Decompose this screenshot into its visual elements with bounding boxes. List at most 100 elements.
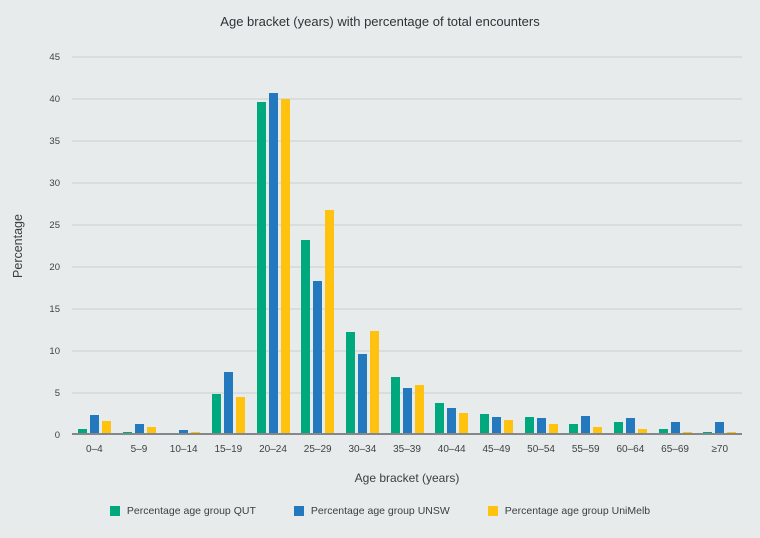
x-tick-label: 30–34 xyxy=(348,444,377,455)
bar-unsw xyxy=(89,414,99,435)
bar-qut xyxy=(345,331,355,435)
bar-qut xyxy=(658,429,668,435)
bar-group xyxy=(340,57,385,435)
gridline xyxy=(72,224,742,226)
gridline xyxy=(72,308,742,310)
legend-item-unsw: Percentage age group UNSW xyxy=(293,505,450,517)
bar-group xyxy=(563,57,608,435)
bar-unimelb xyxy=(146,427,156,435)
x-tick-label: 65–69 xyxy=(661,444,689,455)
bar-unsw xyxy=(536,418,546,435)
bar-unsw xyxy=(402,387,412,435)
bar-unimelb xyxy=(325,209,335,435)
gridline xyxy=(72,98,742,100)
bar-unimelb xyxy=(414,385,424,435)
bar-unsw xyxy=(715,421,725,435)
bar-unimelb xyxy=(369,330,379,435)
y-tick-label: 5 xyxy=(54,387,60,399)
gridline xyxy=(72,182,742,184)
bar-group xyxy=(474,57,519,435)
gridline xyxy=(72,56,742,58)
bar-group xyxy=(385,57,430,435)
y-tick-label: 40 xyxy=(49,93,60,105)
legend-label-qut: Percentage age group QUT xyxy=(126,505,256,517)
bar-unimelb xyxy=(593,426,603,435)
x-tick-label: 25–29 xyxy=(303,444,332,455)
x-tick-label: 60–64 xyxy=(616,444,645,455)
bar-qut xyxy=(479,414,489,435)
gridline xyxy=(72,350,742,352)
y-tick-label: 0 xyxy=(54,429,60,441)
x-tick-label: 35–39 xyxy=(393,444,421,455)
bar-group xyxy=(161,57,206,435)
bar-group xyxy=(653,57,698,435)
bar-unimelb xyxy=(459,413,469,435)
bar-qut xyxy=(301,240,311,435)
legend-swatch-unsw xyxy=(293,506,304,516)
y-axis-tick-labels: 0 5 10 15 20 25 30 35 40 45 xyxy=(34,52,66,439)
bar-unsw xyxy=(134,424,144,435)
bar-unimelb xyxy=(637,429,647,435)
x-tick-label: 40–44 xyxy=(437,444,466,455)
bar-unsw xyxy=(223,372,233,435)
gridline xyxy=(72,266,742,268)
legend-label-unimelb: Percentage age group UniMelb xyxy=(504,505,651,517)
bar-unsw xyxy=(581,415,591,435)
plot-area xyxy=(72,56,742,435)
bar-unimelb xyxy=(503,419,513,435)
bar-group xyxy=(295,57,340,435)
bar-unsw xyxy=(670,421,680,435)
bar-unsw xyxy=(625,418,635,435)
bar-qut xyxy=(613,421,623,435)
bar-qut xyxy=(256,101,266,435)
bar-unimelb xyxy=(101,420,111,435)
x-tick-label: 15–19 xyxy=(214,444,243,455)
legend-item-unimelb: Percentage age group UniMelb xyxy=(487,505,651,517)
legend: Percentage age group QUT Percentage age g… xyxy=(0,505,760,517)
bar-group xyxy=(608,57,653,435)
bar-group xyxy=(117,57,162,435)
legend-label-unsw: Percentage age group UNSW xyxy=(310,505,450,517)
bar-unimelb xyxy=(548,424,558,435)
bar-unsw xyxy=(268,93,278,435)
gridline xyxy=(72,140,742,142)
bar-qut xyxy=(77,429,87,435)
legend-swatch-qut xyxy=(109,506,120,516)
x-axis-tick-labels: 0–4 5–9 10–14 15–19 20–24 25–29 30–34 35–39 40–4… xyxy=(72,444,742,455)
x-tick-label: 5–9 xyxy=(130,444,148,455)
x-axis-line xyxy=(72,433,742,435)
bar-group xyxy=(251,57,296,435)
bar-unsw xyxy=(357,353,367,435)
bar-qut xyxy=(524,416,534,435)
y-tick-label: 20 xyxy=(49,261,60,273)
bar-unsw xyxy=(447,408,457,435)
bar-unsw xyxy=(313,281,323,435)
y-tick-label: 45 xyxy=(49,51,60,63)
y-tick-label: 10 xyxy=(49,345,60,357)
x-tick-label: 20–24 xyxy=(259,444,287,455)
y-tick-label: 25 xyxy=(49,219,60,231)
x-tick-label: 50–54 xyxy=(527,444,555,455)
bar-groups xyxy=(72,57,742,435)
x-tick-label: 55–59 xyxy=(571,444,600,455)
bar-qut xyxy=(211,393,221,435)
bar-qut xyxy=(569,424,579,435)
bar-unsw xyxy=(491,417,501,435)
bar-qut xyxy=(390,377,400,435)
x-tick-label: 45–49 xyxy=(482,444,511,455)
bar-unsw xyxy=(179,429,189,435)
x-tick-label: 10–14 xyxy=(169,444,198,455)
bar-group xyxy=(206,57,251,435)
bar-unimelb xyxy=(235,397,245,435)
y-tick-label: 15 xyxy=(49,303,60,315)
legend-item-qut: Percentage age group QUT xyxy=(109,505,256,517)
bar-group xyxy=(697,57,742,435)
chart-title: Age bracket (years) with percentage of t… xyxy=(220,14,540,29)
y-tick-label: 30 xyxy=(49,177,60,189)
bar-unimelb xyxy=(280,99,290,435)
bar-group xyxy=(72,57,117,435)
bar-group xyxy=(519,57,564,435)
y-tick-label: 35 xyxy=(49,135,60,147)
x-axis-title: Age bracket (years) xyxy=(354,471,460,485)
